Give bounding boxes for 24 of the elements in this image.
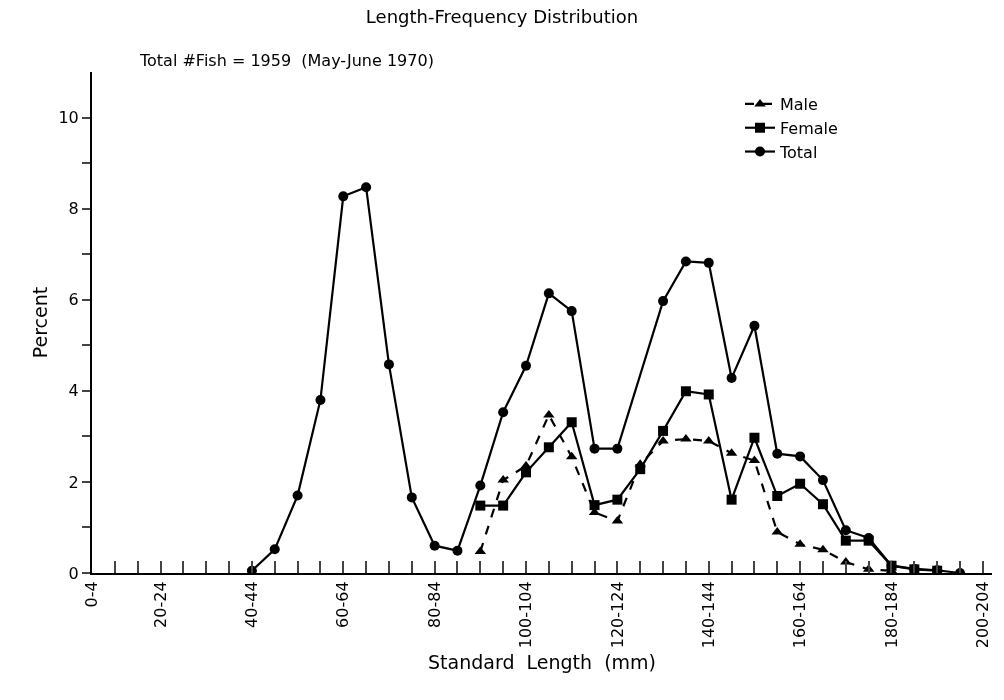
legend-label: Male (780, 95, 818, 115)
y-tick-label: 0 (68, 563, 79, 583)
y-axis-title: Percent (28, 286, 51, 359)
x-tick-label: 140-144 (698, 581, 718, 649)
legend-label: Female (780, 118, 838, 138)
x-tick-label: 180-184 (881, 581, 901, 649)
y-tick-label: 10 (58, 108, 79, 128)
y-tick-label: 2 (68, 472, 79, 492)
x-tick-label: 200-204 (973, 581, 993, 649)
chart-subtitle: Total #Fish = 1959 (May-June 1970) (139, 51, 434, 70)
x-axis-title: Standard Length (mm) (428, 650, 656, 673)
x-tick-label: 120-124 (607, 581, 627, 649)
chart-title: Length-Frequency Distribution (365, 6, 639, 28)
x-tick-label: 100-104 (516, 581, 536, 649)
x-tick-label: 60-64 (333, 581, 353, 628)
y-tick-label: 8 (68, 199, 79, 219)
legend-label: Total (779, 142, 818, 162)
x-tick-label: 160-164 (790, 581, 810, 649)
y-tick-label: 4 (68, 381, 79, 401)
x-tick-label: 80-84 (424, 581, 444, 628)
x-tick-label: 0-4 (82, 581, 102, 608)
x-tick-label: 20-24 (150, 581, 170, 628)
y-tick-label: 6 (68, 290, 79, 310)
x-tick-label: 40-44 (242, 581, 262, 628)
